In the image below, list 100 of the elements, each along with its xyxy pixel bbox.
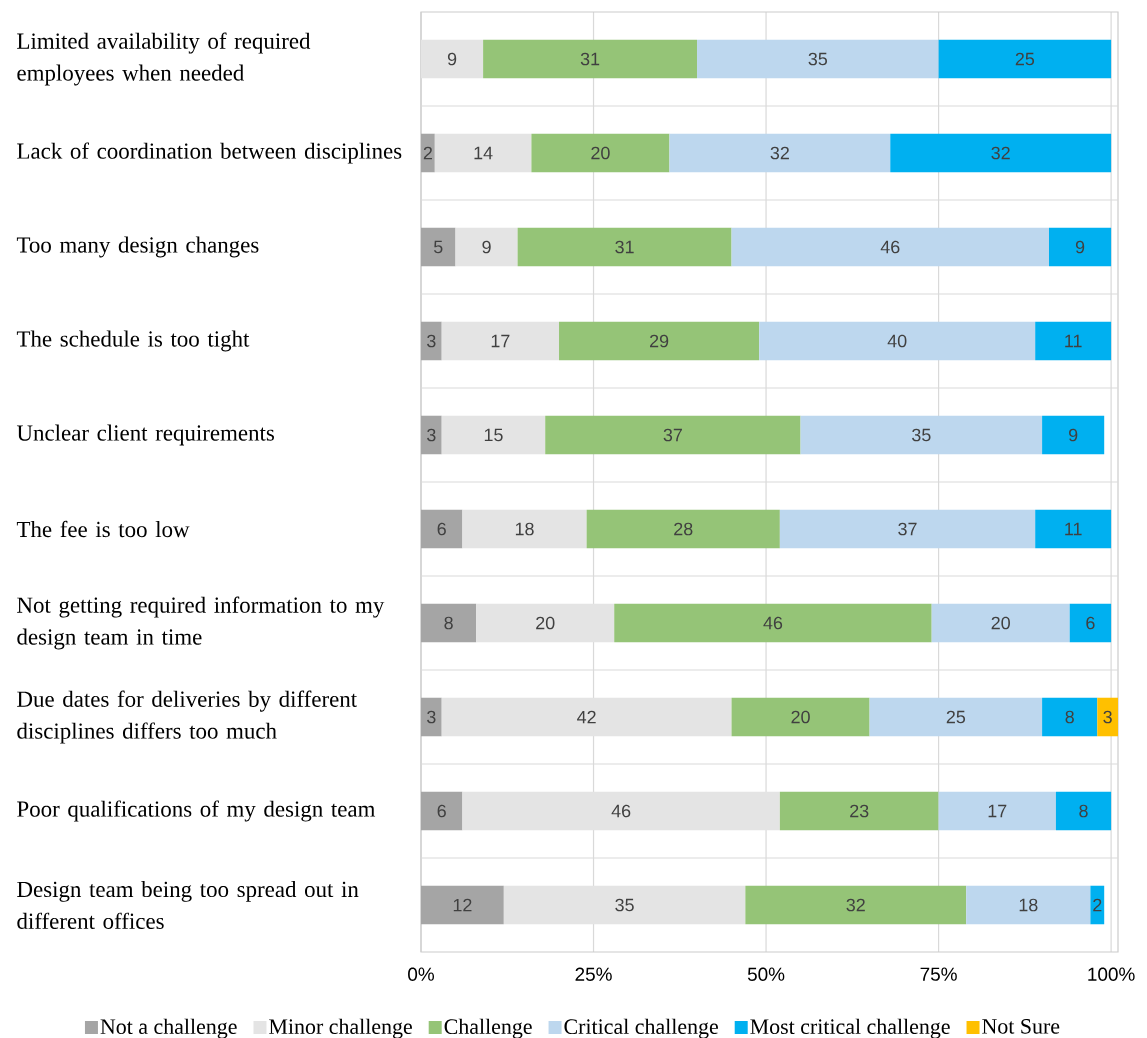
bar [455, 227, 518, 267]
bar [614, 603, 932, 643]
bar [503, 885, 746, 925]
data-label: 9 [1075, 240, 1085, 254]
bar [759, 321, 1036, 361]
data-label: 17 [988, 804, 1007, 818]
bar [441, 321, 560, 361]
bar [1035, 321, 1112, 361]
bar [938, 791, 1056, 831]
bar [1035, 509, 1112, 549]
y-tick-label: Not getting required information to my design team in time [17, 596, 385, 650]
data-label: 31 [580, 52, 600, 66]
data-label: 8 [1065, 710, 1074, 724]
data-label: 35 [808, 52, 828, 66]
legend-label: Critical challenge [564, 1018, 718, 1038]
bar [931, 603, 1070, 643]
data-label: 40 [887, 334, 907, 348]
bar [421, 885, 504, 925]
bar [559, 321, 760, 361]
legend-label: Not a challenge [100, 1018, 237, 1038]
data-label: 17 [491, 334, 510, 348]
data-label: 3 [427, 710, 436, 724]
bar [421, 39, 484, 79]
y-tick-label: The fee is too low [16, 520, 190, 538]
data-label: 25 [1015, 52, 1035, 66]
bar [1049, 227, 1112, 267]
data-label: 12 [453, 898, 472, 912]
data-label: 11 [1065, 522, 1082, 536]
data-label: 37 [898, 522, 917, 536]
bar [697, 39, 939, 79]
bar [434, 133, 532, 173]
data-label: 20 [591, 146, 610, 160]
legend-label: Minor challenge [269, 1018, 412, 1038]
data-label: 9 [1069, 428, 1078, 442]
data-label: 6 [437, 522, 446, 536]
y-tick-label: Too many design changes [16, 236, 259, 258]
bar [779, 509, 1036, 549]
data-label: 32 [770, 146, 789, 160]
bar [1042, 415, 1105, 455]
y-tick-label: Limited availability of required employees when needed [17, 32, 311, 86]
data-label: 25 [946, 710, 966, 724]
y-tick-label: Lack of coordination between disciplines [17, 142, 402, 164]
data-label: 9 [482, 240, 491, 254]
data-label: 20 [791, 710, 810, 724]
data-label: 35 [912, 428, 931, 442]
bar [938, 39, 1112, 79]
bar [421, 791, 463, 831]
bar [517, 227, 732, 267]
data-label: 37 [663, 428, 682, 442]
data-label: 8 [444, 616, 453, 630]
bar [731, 227, 1049, 267]
bar [462, 509, 587, 549]
legend-label: Challenge [444, 1018, 532, 1038]
bar [869, 697, 1043, 737]
data-label: 6 [1086, 616, 1095, 630]
bar [1090, 885, 1105, 925]
x-tick-label: 100% [1088, 967, 1135, 981]
data-label: 35 [615, 898, 634, 912]
y-tick-label: The schedule is too tight [16, 330, 250, 352]
data-label: 29 [650, 334, 669, 348]
bar [421, 415, 442, 455]
bar [421, 509, 463, 549]
data-label: 9 [447, 52, 457, 66]
bar [421, 603, 477, 643]
x-tick-label: 0% [408, 967, 434, 981]
bar [745, 885, 967, 925]
data-label: 3 [427, 334, 436, 348]
bar [890, 133, 1112, 173]
data-label: 23 [850, 804, 869, 818]
legend-label: Not Sure [982, 1019, 1060, 1034]
data-label: 32 [846, 898, 865, 912]
data-label: 14 [474, 146, 493, 160]
bar [545, 415, 801, 455]
data-label: 8 [1079, 804, 1088, 818]
bar [1097, 697, 1119, 737]
bar [421, 227, 456, 267]
y-tick-label: Design team being too spread out in different offices [17, 880, 359, 929]
bar [779, 791, 939, 831]
bar [531, 133, 670, 173]
bar [966, 885, 1091, 925]
bar [586, 509, 780, 549]
data-label: 20 [536, 616, 555, 630]
y-tick-label: Due dates for deliveries by different disciplines differs too much [17, 690, 357, 744]
bar [669, 133, 891, 173]
bar [476, 603, 615, 643]
bar [483, 39, 698, 79]
bar [441, 415, 546, 455]
data-label: 11 [1065, 334, 1082, 348]
data-label: 18 [1019, 898, 1038, 912]
data-label: 28 [674, 522, 693, 536]
data-label: 2 [423, 146, 432, 160]
bar [1042, 697, 1098, 737]
data-label: 46 [763, 616, 783, 630]
data-label: 42 [577, 710, 596, 724]
data-label: 3 [1103, 710, 1112, 724]
y-tick-label: Unclear client requirements [16, 424, 274, 446]
legend-label: Most critical challenge [750, 1018, 950, 1038]
bar [800, 415, 1043, 455]
data-label: 46 [880, 240, 900, 254]
data-label: 46 [611, 804, 631, 818]
